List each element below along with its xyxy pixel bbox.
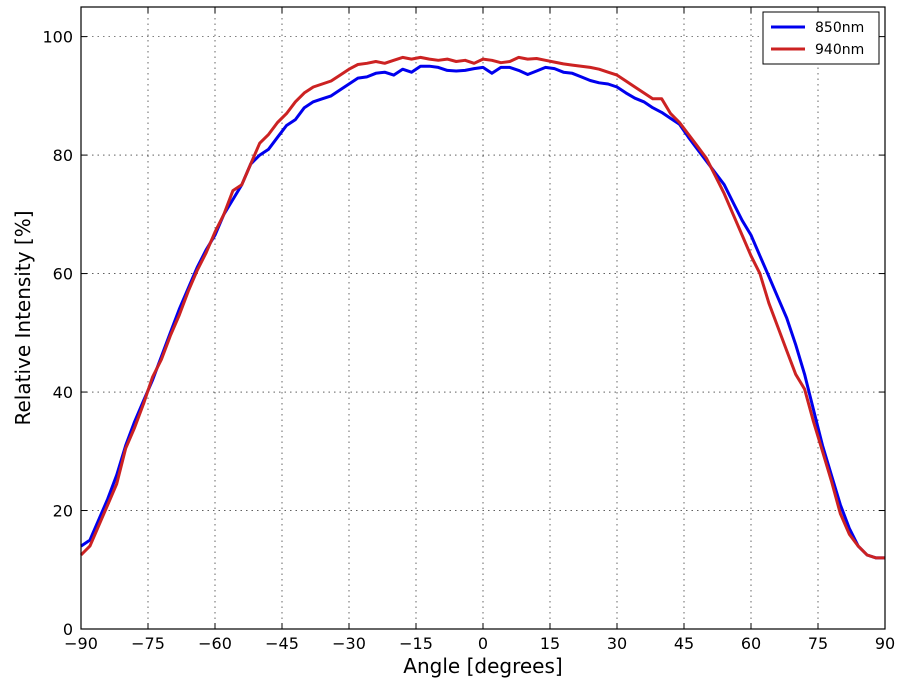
x-tick-label: 75 bbox=[808, 634, 828, 653]
x-tick-label: 60 bbox=[741, 634, 761, 653]
x-tick-label: 30 bbox=[607, 634, 627, 653]
legend-label-850nm: 850nm bbox=[815, 20, 864, 36]
x-tick-label: 15 bbox=[540, 634, 560, 653]
axis-ticks: −90 −75 −60 −45 −30 −15 0 15 30 45 60 75 90 0 20 40 60 80… bbox=[42, 7, 895, 653]
legend-label-940nm: 940nm bbox=[815, 42, 864, 58]
x-tick-label: 45 bbox=[674, 634, 694, 653]
y-axis-label: Relative Intensity [%] bbox=[11, 210, 35, 425]
y-tick-label: 80 bbox=[53, 146, 73, 165]
y-tick-label: 60 bbox=[53, 265, 73, 284]
series-lines bbox=[79, 55, 885, 560]
x-tick-label: −75 bbox=[131, 634, 165, 653]
x-axis-label: Angle [degrees] bbox=[403, 654, 562, 678]
legend-box bbox=[762, 11, 880, 65]
y-tick-label: 0 bbox=[63, 620, 73, 639]
x-tick-label: −15 bbox=[399, 634, 433, 653]
y-tick-label: 40 bbox=[53, 383, 73, 402]
legend: 850nm 940nm bbox=[762, 11, 880, 65]
y-tick-label: 20 bbox=[53, 502, 73, 521]
x-tick-label: −90 bbox=[64, 634, 98, 653]
x-tick-label: −30 bbox=[332, 634, 366, 653]
series-line-940nm bbox=[79, 55, 885, 560]
x-tick-label: −45 bbox=[265, 634, 299, 653]
x-tick-label: 0 bbox=[478, 634, 488, 653]
grid-lines bbox=[81, 7, 885, 629]
y-tick-label: 100 bbox=[42, 28, 73, 47]
x-tick-label: −60 bbox=[198, 634, 232, 653]
x-tick-label: 90 bbox=[875, 634, 895, 653]
